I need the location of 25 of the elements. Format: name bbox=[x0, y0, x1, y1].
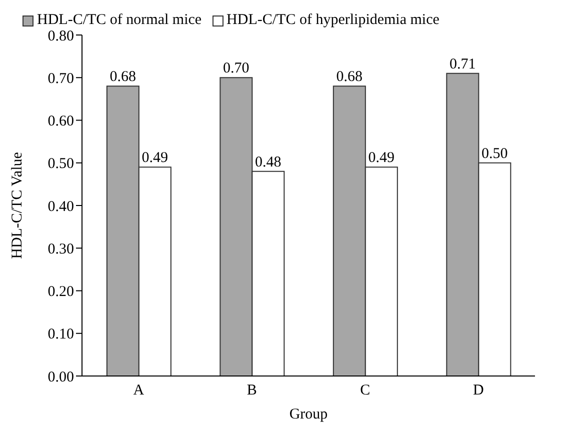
x-axis-title: Group bbox=[289, 406, 328, 423]
y-tick-label: 0.30 bbox=[48, 241, 74, 258]
y-tick-label: 0.60 bbox=[48, 114, 74, 130]
y-tick-label: 0.00 bbox=[48, 369, 74, 386]
data-label: 0.70 bbox=[223, 60, 250, 77]
data-label: 0.68 bbox=[336, 69, 363, 86]
data-label: 0.50 bbox=[482, 146, 508, 162]
y-tick-label: 0.80 bbox=[48, 28, 74, 44]
x-tick-label: A bbox=[133, 382, 144, 399]
y-tick-label: 0.20 bbox=[48, 284, 74, 300]
data-label: 0.49 bbox=[142, 150, 168, 166]
y-tick-label: 0.40 bbox=[48, 198, 74, 215]
x-tick-label: B bbox=[246, 382, 257, 399]
data-label: 0.49 bbox=[368, 150, 395, 166]
legend-label: HDL-C/TC of normal mice bbox=[37, 12, 202, 29]
data-label: 0.48 bbox=[255, 154, 282, 170]
x-tick-label: C bbox=[360, 382, 370, 399]
x-tick-label: D bbox=[472, 382, 484, 399]
data-label: 0.68 bbox=[110, 69, 136, 86]
y-axis-title: HDL-C/TC Value bbox=[9, 152, 26, 259]
legend-label: HDL-C/TC of hyperlipidemia mice bbox=[226, 12, 440, 29]
y-tick-label: 0.10 bbox=[48, 326, 74, 343]
y-tick-label: 0.70 bbox=[48, 70, 74, 87]
y-tick-label: 0.50 bbox=[48, 156, 74, 172]
data-label: 0.71 bbox=[450, 56, 476, 72]
